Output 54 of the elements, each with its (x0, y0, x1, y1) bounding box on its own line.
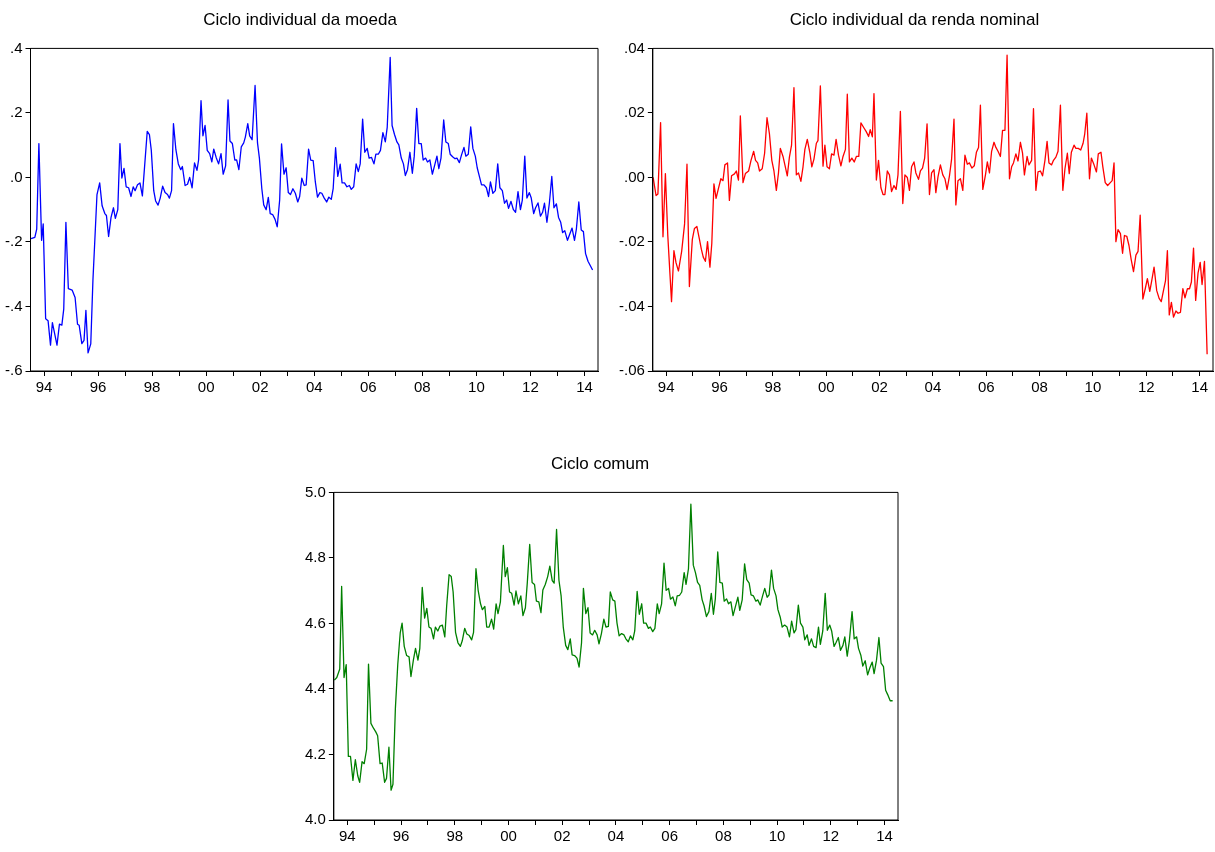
y-tick-label: -.02 (618, 232, 645, 250)
x-tick-label: 08 (1031, 378, 1048, 396)
y-tick-label: -.4 (4, 296, 23, 314)
x-tick-label: 98 (446, 827, 464, 845)
x-tick-label: 12 (522, 378, 539, 396)
y-tick-label: .4 (9, 38, 23, 56)
x-tick-label: 14 (1191, 378, 1209, 396)
y-tick-label: -.6 (4, 361, 23, 379)
x-tick-label: 04 (305, 378, 323, 396)
x-tick-label: 06 (661, 827, 678, 845)
y-tick-label: -.2 (4, 232, 23, 250)
x-tick-label: 02 (871, 378, 888, 396)
x-tick-label: 96 (89, 378, 107, 396)
x-tick-label: 10 (768, 827, 786, 845)
x-tick-label: 02 (553, 827, 571, 845)
x-tick-label: 00 (197, 378, 215, 396)
x-tick-label: 94 (657, 378, 675, 396)
x-tick-label: 98 (764, 378, 782, 396)
x-tick-label: 14 (876, 827, 893, 845)
y-tick-label: 4.2 (304, 744, 326, 762)
x-tick-label: 10 (468, 378, 485, 396)
y-tick-label: .2 (9, 103, 23, 121)
y-tick-label: 4.6 (304, 613, 326, 631)
chart-title: Ciclo individual da moeda (203, 9, 398, 29)
x-tick-label: 14 (576, 378, 593, 396)
x-tick-label: 02 (251, 378, 269, 396)
y-tick-label: .04 (623, 38, 645, 56)
x-tick-label: 94 (35, 378, 53, 396)
x-tick-label: 08 (414, 378, 431, 396)
y-tick-label: .0 (9, 167, 23, 185)
x-tick-label: 06 (359, 378, 377, 396)
x-tick-label: 12 (822, 827, 840, 845)
y-tick-label: .02 (623, 103, 645, 121)
y-tick-label: 4.8 (304, 548, 326, 566)
x-tick-label: 98 (143, 378, 161, 396)
x-tick-label: 12 (1137, 378, 1155, 396)
y-tick-label: .00 (623, 167, 645, 185)
x-tick-label: 04 (924, 378, 942, 396)
x-tick-label: 96 (711, 378, 728, 396)
x-tick-label: 94 (338, 827, 356, 845)
x-tick-label: 96 (392, 827, 410, 845)
y-tick-label: -.04 (618, 296, 645, 314)
y-tick-label: -.06 (618, 361, 645, 379)
chart-title: Ciclo individual da renda nominal (789, 9, 1040, 29)
x-tick-label: 00 (817, 378, 835, 396)
y-tick-label: 5.0 (304, 482, 326, 500)
x-tick-label: 08 (715, 827, 732, 845)
x-tick-label: 00 (500, 827, 517, 845)
chart-title: Ciclo comum (550, 453, 650, 473)
x-tick-label: 06 (977, 378, 995, 396)
y-tick-label: 4.4 (304, 679, 326, 697)
x-tick-label: 10 (1084, 378, 1102, 396)
x-tick-label: 04 (607, 827, 625, 845)
y-tick-label: 4.0 (304, 810, 326, 828)
